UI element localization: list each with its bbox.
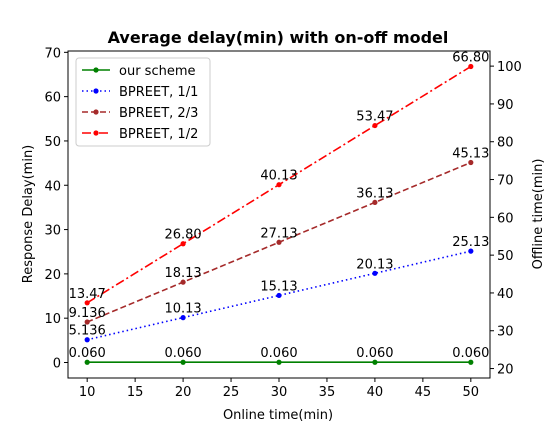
x-tick-label: 35 [319, 385, 336, 400]
legend-marker [93, 88, 99, 94]
data-point [180, 241, 186, 247]
data-point [276, 182, 282, 188]
data-label: 9.136 [69, 306, 106, 321]
y-tick-label: 40 [44, 179, 61, 194]
legend-label: our scheme [119, 64, 196, 79]
x-tick-label: 10 [79, 385, 96, 400]
data-label: 5.136 [69, 324, 106, 339]
x-tick-label: 40 [367, 385, 384, 400]
y-tick-label: 0 [53, 356, 61, 371]
secondary-y-axis-label: Offline time(min) [531, 159, 544, 270]
x-tick-label: 25 [223, 385, 240, 400]
data-label: 53.47 [356, 110, 393, 125]
y-tick-label: 60 [44, 91, 61, 106]
data-point [180, 315, 186, 321]
y2-tick-label: 20 [497, 363, 514, 378]
y2-tick-label: 40 [497, 287, 514, 302]
data-point [372, 270, 378, 276]
y2-tick-label: 80 [497, 136, 514, 151]
data-point [468, 159, 474, 166]
legend-label: BPREET, 1/1 [119, 85, 198, 100]
y-tick-label: 50 [44, 135, 61, 150]
legend-marker [93, 67, 99, 73]
data-label: 0.060 [452, 346, 489, 361]
y2-tick-label: 90 [497, 98, 514, 113]
data-point [276, 239, 282, 245]
y2-tick-label: 50 [497, 249, 514, 264]
x-tick-label: 45 [415, 385, 432, 400]
data-point [468, 63, 474, 70]
y2-tick-label: 60 [497, 211, 514, 226]
data-point [84, 319, 90, 325]
data-point [84, 300, 90, 306]
y-axis-label: Response Delay(min) [21, 145, 36, 284]
x-axis-label: Online time(min) [223, 408, 333, 423]
data-label: 0.060 [260, 346, 297, 361]
data-label: 20.13 [356, 257, 393, 272]
data-point [276, 292, 282, 299]
data-label: 25.13 [452, 235, 489, 250]
data-point [84, 359, 90, 365]
data-point [276, 359, 282, 365]
legend-marker [93, 130, 99, 136]
y-tick-label: 20 [44, 268, 61, 283]
data-label: 0.060 [164, 346, 201, 361]
data-label: 26.80 [164, 228, 201, 243]
data-label: 66.80 [452, 51, 489, 66]
data-label: 27.13 [260, 226, 297, 241]
x-tick-label: 50 [463, 385, 480, 400]
y-tick-label: 70 [44, 46, 61, 61]
data-label: 0.060 [356, 346, 393, 361]
legend-label: BPREET, 1/2 [119, 127, 198, 142]
data-point [372, 122, 378, 129]
data-label: 13.47 [69, 287, 106, 302]
data-label: 36.13 [356, 186, 393, 201]
data-label: 10.13 [164, 302, 201, 317]
legend-box [75, 57, 211, 147]
data-label: 40.13 [260, 169, 297, 184]
data-point [468, 359, 474, 365]
data-label: 45.13 [452, 147, 489, 162]
data-point [180, 279, 186, 285]
data-point [180, 359, 186, 365]
y-tick-label: 30 [44, 224, 61, 239]
y-tick-label: 10 [44, 312, 61, 327]
plot-area: 10 15 20 25 30 35 40 45 50 0 10 20 30 40 50 60 70 20 30 40 5… [44, 46, 521, 400]
y2-tick-label: 100 [497, 60, 522, 75]
legend-marker [93, 109, 99, 115]
data-point [372, 359, 378, 365]
data-label: 18.13 [164, 266, 201, 281]
legend-label: BPREET, 2/3 [119, 106, 198, 121]
data-label: 15.13 [260, 279, 297, 294]
y2-tick-label: 70 [497, 174, 514, 189]
data-point [84, 337, 90, 343]
chart-title: Average delay(min) with on-off model [108, 28, 449, 47]
x-tick-label: 30 [271, 385, 288, 400]
y2-tick-label: 30 [497, 325, 514, 340]
x-tick-label: 15 [127, 385, 144, 400]
x-tick-label: 20 [175, 385, 192, 400]
data-point [468, 248, 474, 254]
data-label: 0.060 [69, 346, 106, 361]
data-point [372, 199, 378, 206]
